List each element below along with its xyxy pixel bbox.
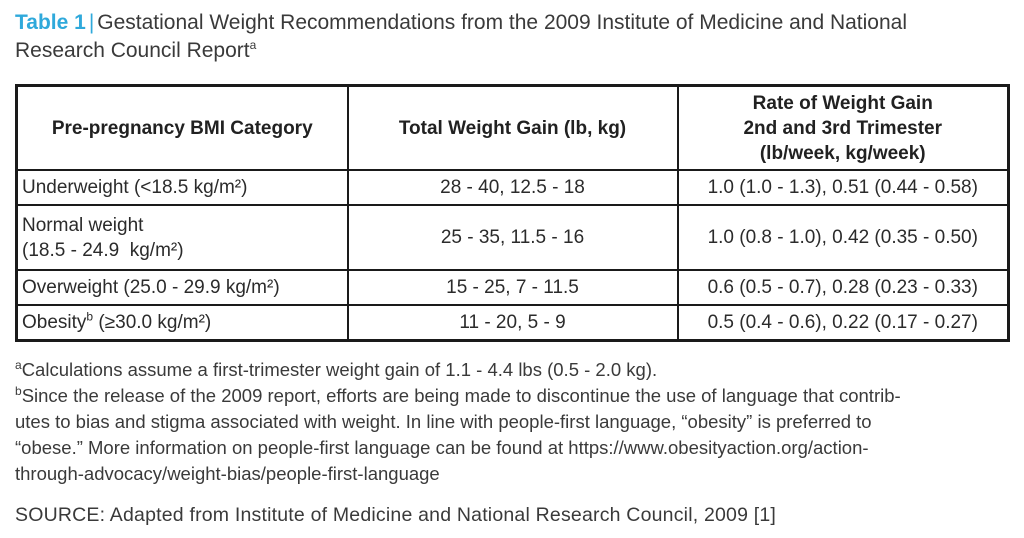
caption-footnote-marker: a [249, 38, 257, 52]
footnote-b-line-4: through-advocacy/weight-bias/people-firs… [15, 463, 440, 484]
footnotes-block: aCalculations assume a first-trimester w… [15, 357, 1009, 487]
table-caption: Table 1 | Gestational Weight Recommendatio… [15, 9, 1007, 65]
cell-rate-of-gain: 1.0 (0.8 - 1.0), 0.42 (0.35 - 0.50) [676, 204, 1010, 271]
obesity-footnote-marker: b [86, 309, 94, 324]
gestational-weight-table: Pre-pregnancy BMI Category Total Weight … [15, 84, 1010, 342]
cell-rate-of-gain: 0.5 (0.4 - 0.6), 0.22 (0.17 - 0.27) [676, 304, 1010, 342]
obesity-label: Obesity [22, 312, 87, 333]
cell-bmi-category: Normal weight (18.5 - 24.9 kg/m²) [15, 204, 349, 271]
col-header-bmi-category: Pre-pregnancy BMI Category [15, 84, 349, 171]
cell-rate-of-gain: 1.0 (1.0 - 1.3), 0.51 (0.44 - 0.58) [676, 169, 1010, 206]
cell-total-gain: 28 - 40, 12.5 - 18 [346, 169, 679, 206]
cell-bmi-category: Overweight (25.0 - 29.9 kg/m²) [15, 269, 349, 306]
footnote-b-line-2: utes to bias and stigma associated with … [15, 411, 872, 432]
obesity-range: (≥30.0 kg/m²) [93, 312, 212, 333]
table-row-normal-weight: Normal weight (18.5 - 24.9 kg/m²) 25 - 3… [15, 204, 1010, 271]
table-row-obesity: Obesityb (≥30.0 kg/m²) 11 - 20, 5 - 9 0.… [15, 304, 1010, 342]
cell-bmi-category: Obesityb (≥30.0 kg/m²) [15, 304, 349, 342]
footnote-b-line-1: bSince the release of the 2009 report, e… [15, 383, 1009, 409]
footnote-a-text: Calculations assume a first-trimester we… [21, 359, 658, 380]
table-caption-text: Gestational Weight Recommendations from … [15, 11, 908, 62]
footnote-b-line-3: “obese.” More information on people-firs… [15, 437, 869, 458]
table-row-overweight: Overweight (25.0 - 29.9 kg/m²) 15 - 25, … [15, 269, 1010, 306]
footnote-b-marker: b [15, 383, 22, 398]
cell-bmi-category: Underweight (<18.5 kg/m²) [15, 169, 349, 206]
footnote-a: aCalculations assume a first-trimester w… [15, 357, 1009, 383]
footnote-a-marker: a [15, 357, 22, 372]
cell-total-gain: 11 - 20, 5 - 9 [346, 304, 679, 342]
col-header-total-weight-gain: Total Weight Gain (lb, kg) [346, 84, 679, 171]
cell-total-gain: 25 - 35, 11.5 - 16 [346, 204, 679, 271]
table-caption-label: Table 1 [15, 11, 86, 34]
cell-rate-of-gain: 0.6 (0.5 - 0.7), 0.28 (0.23 - 0.33) [676, 269, 1010, 306]
table-row-underweight: Underweight (<18.5 kg/m²) 28 - 40, 12.5 … [15, 169, 1010, 206]
source-line: SOURCE: Adapted from Institute of Medici… [15, 504, 777, 526]
cell-total-gain: 15 - 25, 7 - 11.5 [346, 269, 679, 306]
footnote-b-text: Since the release of the 2009 report, ef… [21, 385, 901, 406]
header-row: Pre-pregnancy BMI Category Total Weight … [15, 84, 1010, 171]
table-caption-separator: | [88, 11, 95, 34]
col-header-rate-of-gain: Rate of Weight Gain 2nd and 3rd Trimeste… [676, 84, 1010, 171]
